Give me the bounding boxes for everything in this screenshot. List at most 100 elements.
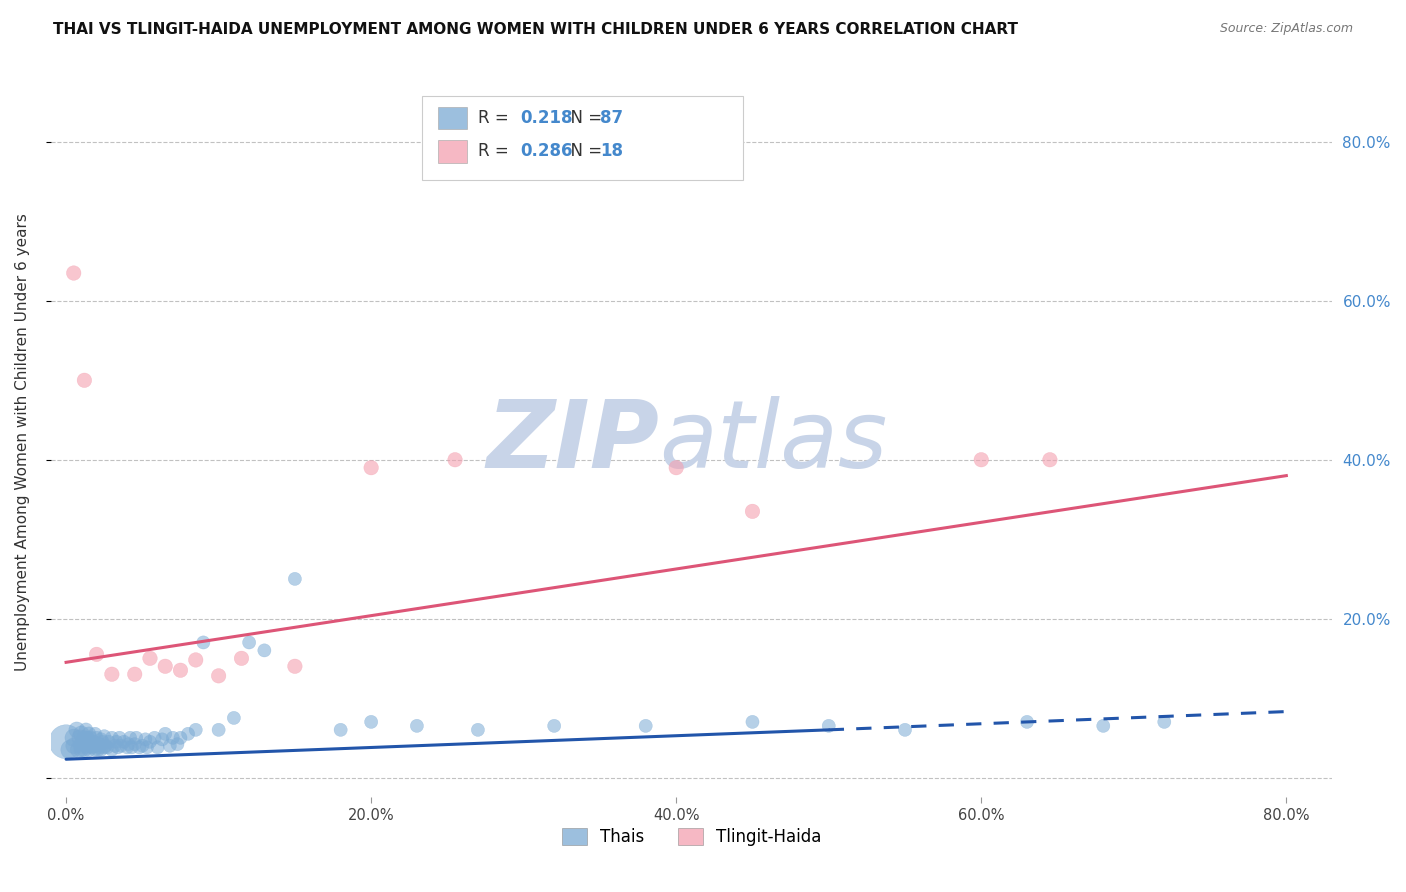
Text: 0.218: 0.218 — [520, 109, 572, 127]
Point — [77, 727, 100, 741]
Point — [75, 723, 97, 737]
Point — [193, 635, 215, 649]
Point — [89, 740, 111, 755]
Point — [169, 731, 191, 745]
Point — [90, 732, 112, 747]
Point — [124, 737, 146, 751]
Point — [222, 711, 245, 725]
Point — [231, 651, 253, 665]
Point — [75, 735, 97, 749]
Point — [70, 739, 93, 753]
Point — [90, 742, 112, 756]
Point — [79, 731, 101, 745]
Point — [139, 735, 162, 749]
Point — [177, 727, 200, 741]
Point — [115, 740, 138, 755]
Point — [1153, 714, 1175, 729]
Point — [93, 740, 115, 755]
Point — [543, 719, 565, 733]
Point — [97, 735, 120, 749]
Point — [62, 731, 84, 745]
Text: Source: ZipAtlas.com: Source: ZipAtlas.com — [1219, 22, 1353, 36]
Point — [70, 742, 93, 756]
Point — [84, 742, 107, 756]
Point — [184, 653, 207, 667]
Text: R =: R = — [478, 109, 515, 127]
Point — [87, 742, 110, 756]
Point — [62, 739, 84, 753]
Point — [665, 460, 688, 475]
Point — [444, 452, 467, 467]
Point — [166, 737, 188, 751]
Text: N =: N = — [560, 109, 607, 127]
Point — [94, 739, 117, 753]
Point — [101, 742, 124, 756]
Point — [70, 727, 93, 741]
Text: 0.286: 0.286 — [520, 143, 572, 161]
Point — [238, 635, 260, 649]
Text: THAI VS TLINGIT-HAIDA UNEMPLOYMENT AMONG WOMEN WITH CHILDREN UNDER 6 YEARS CORRE: THAI VS TLINGIT-HAIDA UNEMPLOYMENT AMONG… — [53, 22, 1018, 37]
Point — [741, 714, 763, 729]
Point — [121, 740, 143, 755]
Point — [970, 452, 993, 467]
Point — [76, 731, 98, 745]
Point — [66, 723, 89, 737]
Point — [69, 731, 91, 745]
Point — [467, 723, 489, 737]
Text: 18: 18 — [600, 143, 623, 161]
Point — [131, 739, 153, 753]
Point — [107, 740, 129, 755]
Point — [84, 727, 107, 741]
Point — [406, 719, 429, 733]
Point — [169, 663, 191, 677]
Point — [143, 731, 166, 745]
Y-axis label: Unemployment Among Women with Children Under 6 years: Unemployment Among Women with Children U… — [15, 213, 30, 671]
Point — [112, 735, 135, 749]
Point — [155, 727, 177, 741]
Point — [73, 742, 96, 756]
Point — [741, 504, 763, 518]
Point — [894, 723, 917, 737]
Point — [77, 739, 100, 753]
Point — [139, 651, 162, 665]
Point — [72, 735, 94, 749]
Point — [146, 740, 169, 755]
Point — [77, 742, 100, 756]
Point — [207, 669, 229, 683]
Point — [1015, 714, 1038, 729]
Point — [1039, 452, 1062, 467]
Point — [162, 731, 184, 745]
Point — [86, 648, 108, 662]
Point — [86, 731, 108, 745]
Point — [155, 659, 177, 673]
Point — [159, 739, 181, 753]
Point — [101, 731, 124, 745]
Point — [284, 659, 307, 673]
Point — [55, 735, 77, 749]
Point — [117, 737, 139, 751]
Point — [108, 731, 131, 745]
Point — [634, 719, 657, 733]
Point — [93, 729, 115, 743]
Point — [76, 740, 98, 755]
Text: N =: N = — [560, 143, 607, 161]
Point — [207, 723, 229, 737]
Point — [253, 643, 276, 657]
Text: 87: 87 — [600, 109, 623, 127]
Point — [83, 735, 105, 749]
Point — [329, 723, 352, 737]
Point — [184, 723, 207, 737]
Point — [86, 739, 108, 753]
Point — [73, 373, 96, 387]
Point — [134, 732, 156, 747]
Point — [136, 740, 159, 755]
Point — [59, 742, 82, 756]
Point — [83, 739, 105, 753]
Point — [101, 667, 124, 681]
Point — [79, 735, 101, 749]
Point — [150, 732, 173, 747]
Text: ZIP: ZIP — [486, 396, 659, 488]
Point — [73, 731, 96, 745]
Point — [105, 735, 128, 749]
Text: atlas: atlas — [659, 396, 887, 487]
